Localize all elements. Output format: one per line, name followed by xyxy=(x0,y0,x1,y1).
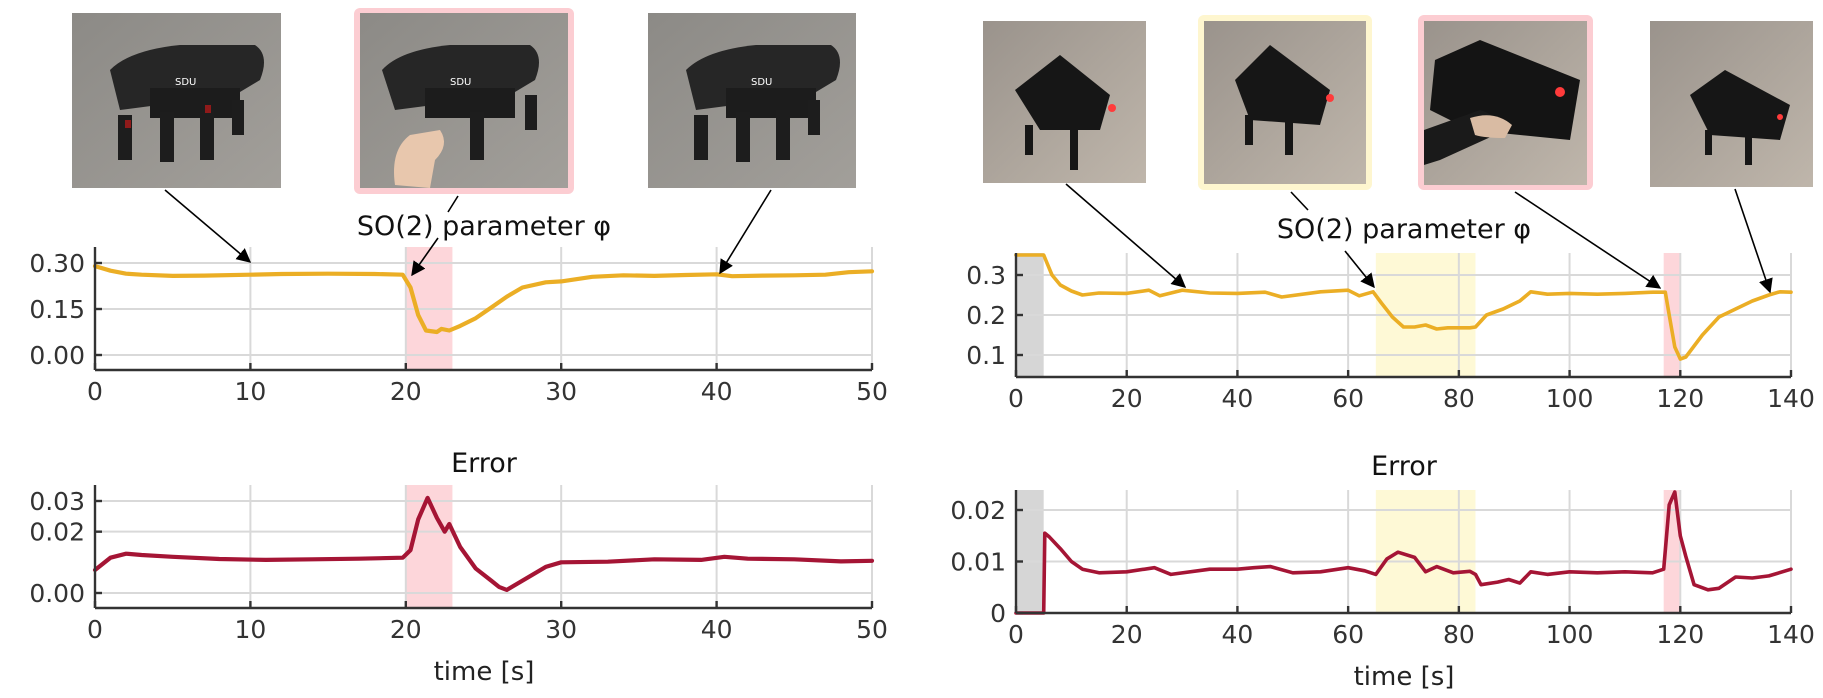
series-phi xyxy=(92,264,875,335)
x-tick-label: 60 xyxy=(1332,384,1364,413)
photo-strip-left: SDU SDU SDU xyxy=(72,8,856,194)
left-xlabel: time [s] xyxy=(434,657,535,687)
highlight-yellow xyxy=(1375,490,1476,613)
right-phi-title: SO(2) parameter φ xyxy=(1277,214,1531,245)
x-tick-label: 20 xyxy=(390,615,422,644)
arrow-R3 xyxy=(1514,191,1662,289)
x-tick-label: 60 xyxy=(1332,620,1364,649)
x-tick-label: 80 xyxy=(1443,620,1475,649)
photo-strip-right xyxy=(983,15,1813,190)
x-tick-label: 40 xyxy=(701,377,733,406)
annotation-arrows xyxy=(164,183,1773,294)
arrow-R4 xyxy=(1734,188,1773,294)
y-tick-label: 0.01 xyxy=(950,548,1006,577)
robot-photo-L3: SDU xyxy=(648,13,856,188)
y-tick-label: 0.15 xyxy=(29,295,85,324)
x-tick-label: 0 xyxy=(87,615,103,644)
robot-photo-L1: SDU xyxy=(72,13,281,188)
x-tick-label: 10 xyxy=(234,615,266,644)
x-tick-label: 40 xyxy=(1222,384,1254,413)
series-error xyxy=(1014,490,1793,615)
x-tick-label: 120 xyxy=(1656,620,1704,649)
robot-photo-R1 xyxy=(983,21,1146,183)
y-tick-label: 0.3 xyxy=(966,261,1006,290)
arrow-R2-lower xyxy=(1344,250,1375,289)
series-phi xyxy=(1014,253,1793,361)
y-tick-label: 0.03 xyxy=(29,487,85,516)
x-tick-label: 30 xyxy=(545,615,577,644)
y-tick-label: 0.2 xyxy=(966,301,1006,330)
x-tick-label: 0 xyxy=(1008,620,1024,649)
robot-photo-L2-perturbed: SDU xyxy=(354,8,574,194)
right-xlabel: time [s] xyxy=(1354,662,1455,692)
chart-right-error: 0 20 40 60 80 100 120 140 0 0.01 0.02 xyxy=(950,490,1815,649)
arrow-R1 xyxy=(1065,183,1187,288)
y-tick-label: 0.02 xyxy=(950,496,1006,525)
svg-text:SDU: SDU xyxy=(175,77,196,88)
arrow-L2-upper xyxy=(447,195,459,213)
x-tick-label: 100 xyxy=(1546,620,1594,649)
x-tick-label: 20 xyxy=(1111,384,1143,413)
arrow-R2-upper xyxy=(1290,191,1309,211)
robot-photo-R3-perturbed xyxy=(1418,15,1593,190)
series-error xyxy=(92,495,875,592)
x-tick-label: 0 xyxy=(87,377,103,406)
x-tick-label: 50 xyxy=(856,377,888,406)
x-tick-label: 50 xyxy=(856,615,888,644)
x-tick-label: 20 xyxy=(1111,620,1143,649)
y-tick-label: 0.00 xyxy=(29,579,85,608)
x-tick-label: 80 xyxy=(1443,384,1475,413)
right-error-title: Error xyxy=(1371,451,1438,482)
y-tick-label: 0.02 xyxy=(29,518,85,547)
robot-photo-R4 xyxy=(1650,21,1813,187)
y-tick-label: 0.1 xyxy=(966,341,1006,370)
highlight-gray xyxy=(1016,490,1044,613)
x-tick-label: 0 xyxy=(1008,384,1024,413)
svg-text:SDU: SDU xyxy=(450,77,471,88)
x-tick-label: 140 xyxy=(1767,620,1815,649)
left-phi-title: SO(2) parameter φ xyxy=(357,211,611,242)
arrow-L2-lower xyxy=(411,237,439,277)
x-tick-label: 30 xyxy=(545,377,577,406)
arrow-L3 xyxy=(719,189,772,275)
x-tick-label: 100 xyxy=(1546,384,1594,413)
chart-left-error: 0 10 20 30 40 50 0.00 0.020.03 xyxy=(29,485,888,644)
x-tick-label: 20 xyxy=(390,377,422,406)
left-error-title: Error xyxy=(451,448,518,479)
x-tick-label: 120 xyxy=(1656,384,1704,413)
x-tick-label: 10 xyxy=(234,377,266,406)
x-tick-label: 40 xyxy=(1222,620,1254,649)
arrow-L1 xyxy=(164,189,252,263)
y-tick-label: 0 xyxy=(990,599,1006,628)
y-tick-label: 0.30 xyxy=(29,249,85,278)
chart-left-phi: 0 10 20 30 40 50 0.00 0.15 0.30 xyxy=(29,247,888,406)
y-tick-label: 0.00 xyxy=(29,341,85,370)
x-tick-label: 40 xyxy=(701,615,733,644)
robot-photo-R2-slope xyxy=(1198,15,1372,190)
chart-right-phi: 0 20 40 60 80 100 120 140 0.1 0.2 0.3 xyxy=(966,253,1815,413)
x-tick-label: 140 xyxy=(1767,384,1815,413)
svg-text:SDU: SDU xyxy=(751,77,772,88)
